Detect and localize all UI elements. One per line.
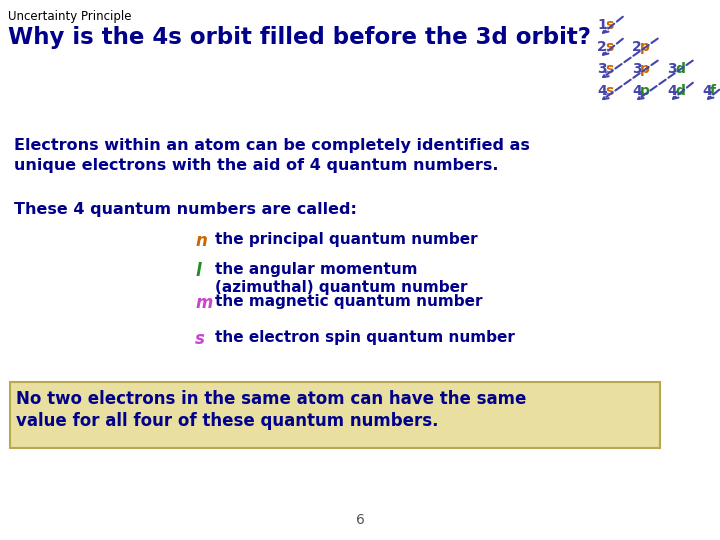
- Text: 2: 2: [632, 40, 642, 54]
- Text: Electrons within an atom can be completely identified as: Electrons within an atom can be complete…: [14, 138, 530, 153]
- Text: p: p: [640, 62, 650, 76]
- Text: s: s: [605, 40, 613, 54]
- Text: 2: 2: [597, 40, 607, 54]
- Text: 4: 4: [667, 84, 677, 98]
- Text: value for all four of these quantum numbers.: value for all four of these quantum numb…: [16, 412, 438, 430]
- Text: d: d: [675, 62, 685, 76]
- Text: 4: 4: [702, 84, 712, 98]
- Text: s: s: [605, 18, 613, 32]
- Text: 4: 4: [597, 84, 607, 98]
- Text: 3: 3: [667, 62, 677, 76]
- Text: (azimuthal) quantum number: (azimuthal) quantum number: [215, 280, 467, 295]
- Text: the angular momentum: the angular momentum: [215, 262, 418, 277]
- Text: 1: 1: [597, 18, 607, 32]
- Text: unique electrons with the aid of 4 quantum numbers.: unique electrons with the aid of 4 quant…: [14, 158, 498, 173]
- Text: the magnetic quantum number: the magnetic quantum number: [215, 294, 482, 309]
- Text: m: m: [195, 294, 212, 312]
- Text: d: d: [675, 84, 685, 98]
- Text: s: s: [605, 62, 613, 76]
- Text: the principal quantum number: the principal quantum number: [215, 232, 477, 247]
- Text: These 4 quantum numbers are called:: These 4 quantum numbers are called:: [14, 202, 357, 217]
- FancyBboxPatch shape: [10, 382, 660, 448]
- Text: 3: 3: [632, 62, 642, 76]
- Text: s: s: [605, 84, 613, 98]
- Text: Why is the 4s orbit filled before the 3d orbit?: Why is the 4s orbit filled before the 3d…: [8, 26, 591, 49]
- Text: l: l: [195, 262, 201, 280]
- Text: p: p: [640, 84, 650, 98]
- Text: 3: 3: [597, 62, 607, 76]
- Text: Uncertainty Principle: Uncertainty Principle: [8, 10, 132, 23]
- Text: No two electrons in the same atom can have the same: No two electrons in the same atom can ha…: [16, 390, 526, 408]
- Text: n: n: [195, 232, 207, 250]
- Text: p: p: [640, 40, 650, 54]
- Text: 6: 6: [356, 513, 364, 527]
- Text: 4: 4: [632, 84, 642, 98]
- Text: s: s: [195, 330, 205, 348]
- Text: f: f: [710, 84, 716, 98]
- Text: the electron spin quantum number: the electron spin quantum number: [215, 330, 515, 345]
